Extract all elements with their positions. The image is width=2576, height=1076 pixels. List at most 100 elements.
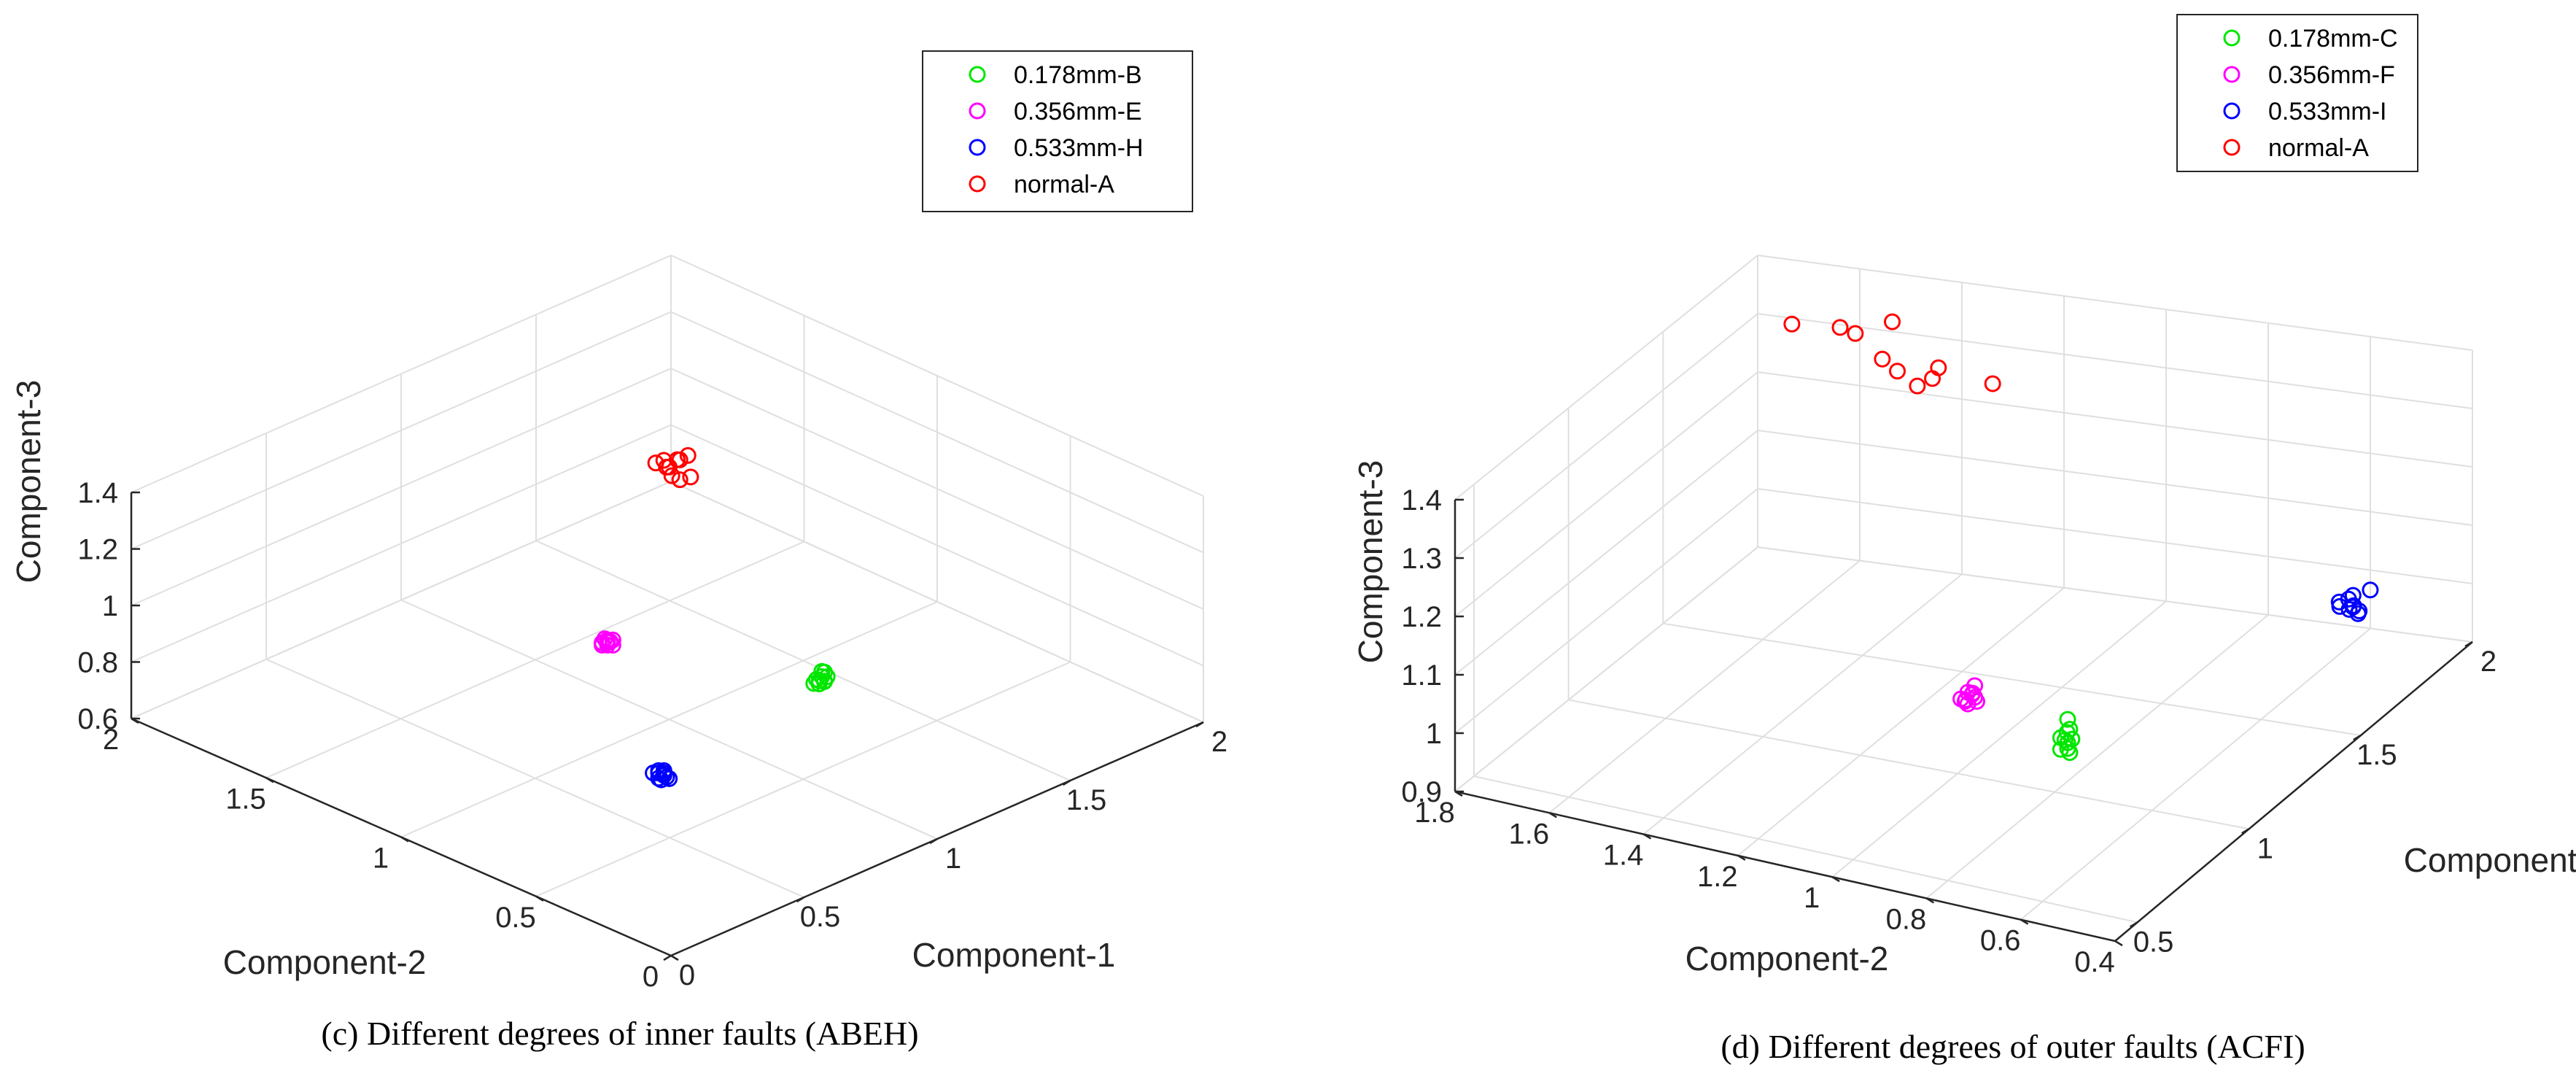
chart-panel-c: 00.511.5200.511.520.60.811.21.4Component… (9, 50, 1227, 1052)
wall-grid-line (1757, 546, 2473, 643)
data-point (1984, 375, 2001, 392)
axes (1454, 500, 2473, 943)
legend-marker (2223, 66, 2241, 83)
x-tick-mark (2241, 828, 2250, 835)
z-tick-label: 0.6 (77, 703, 118, 735)
data-point (650, 762, 667, 779)
wall-grid-line (670, 424, 1204, 667)
z-tick-label: 1.3 (1401, 543, 1442, 575)
tick-labels: 0.5 1 1.5 2 0.4 0.6 0.8 1 1.2 1.4 1.6 1.80.9 1 1.1 1.2… (1401, 484, 2497, 978)
x-tick-label: 1.5 (1066, 784, 1107, 816)
z-tick-label: 1.4 (1401, 484, 1442, 516)
data-point (1924, 370, 1941, 387)
data-point (1909, 377, 1926, 395)
y-tick-label: 1.6 (1508, 818, 1549, 850)
axes (130, 492, 1204, 957)
y-tick-label: 0 (643, 961, 659, 993)
data-point (2349, 605, 2367, 622)
z-tick-label: 0.9 (1401, 776, 1442, 808)
y-tick-label: 1 (373, 843, 389, 875)
legend-entry: 0.356mm-F (2268, 61, 2395, 89)
wall-grid-line (1454, 255, 1758, 500)
y-tick-mark (1737, 854, 1746, 861)
z-axis-label: Component-3 (1351, 460, 1389, 664)
wall-grid-line (131, 481, 672, 719)
floor-grid-line (1663, 622, 2362, 737)
wall-grid-line (670, 255, 1204, 497)
legend-marker (969, 102, 986, 120)
wall-grid-line (1757, 255, 2473, 351)
series-0.178mm-C (2052, 711, 2081, 762)
legend-box (922, 50, 1193, 212)
series-0.533mm-H (645, 762, 678, 789)
y-tick-mark (670, 954, 679, 961)
y-tick-label: 2 (103, 724, 119, 756)
y-axis-line (1454, 790, 2116, 943)
data-point (1831, 319, 1849, 336)
x-tick-mark (2464, 640, 2473, 648)
data-point (1884, 313, 1901, 330)
data-point (663, 467, 680, 484)
data-point (594, 636, 611, 654)
chart-panel-d: 0.5 1 1.5 2 0.4 0.6 0.8 1 1.2 1.4 1.6 1.80.9 1 1.1 1.2… (1351, 14, 2576, 1065)
floor-grid-line (2020, 627, 2371, 921)
data-point (671, 451, 688, 468)
y-tick-mark (1925, 897, 1935, 904)
legend-entry: normal-A (1014, 171, 1114, 198)
data-point (2362, 581, 2379, 599)
data-point (810, 676, 828, 693)
y-tick-label: 0.4 (2074, 946, 2115, 978)
floor-grid-line (400, 601, 938, 838)
data-point (2059, 711, 2076, 728)
y-tick-mark (1548, 812, 1557, 818)
data-point (655, 767, 672, 784)
x-tick-mark (663, 954, 672, 961)
wall-grid-line (1454, 546, 1758, 792)
legend-entry: 0.533mm-I (2268, 98, 2387, 125)
wall-grid-line (1757, 488, 2473, 584)
y-tick-mark (535, 895, 544, 902)
grid (131, 255, 1204, 956)
z-tick-label: 1.4 (77, 477, 118, 509)
floor-grid-line (1737, 587, 2065, 856)
wall-grid-line (1757, 430, 2473, 526)
floor-grid-line (1642, 573, 1963, 835)
data-point (1968, 693, 1985, 710)
series-0.356mm-E (594, 630, 621, 654)
floor-grid-line (1568, 699, 2249, 830)
y-tick-label: 0.5 (495, 902, 536, 934)
x-tick-mark (2129, 921, 2138, 928)
x-tick-mark (1062, 779, 1071, 786)
z-tick-label: 1.1 (1401, 659, 1442, 692)
x-tick-label: 1.5 (2356, 739, 2397, 771)
series-normal-A (1783, 313, 2001, 395)
y-tick-label: 1 (1804, 882, 1820, 914)
series-0.178mm-B (805, 662, 836, 693)
data-point (1874, 350, 1891, 368)
data-point (2061, 744, 2079, 762)
legend-marker (2223, 139, 2241, 156)
wall-grid-line (1454, 430, 1758, 676)
legend-marker (969, 175, 986, 193)
data-point (604, 631, 621, 649)
data-point (2331, 597, 2348, 615)
legend-marker (2223, 102, 2241, 120)
legend-box (2176, 14, 2418, 172)
floor-grid-line (1831, 600, 2167, 878)
wall-grid-line (131, 255, 672, 493)
y-tick-label: 1.5 (225, 783, 266, 815)
wall-grid-line (670, 368, 1204, 610)
wall-grid-line (1454, 313, 1758, 559)
wall-grid-line (131, 424, 672, 663)
y-tick-label: 1.8 (1414, 797, 1455, 829)
x-tick-label: 2 (2480, 646, 2497, 678)
y-tick-mark (1831, 876, 1840, 883)
data-point (682, 468, 699, 486)
wall-grid-line (131, 368, 672, 606)
series-normal-A (647, 446, 699, 489)
y-tick-label: 1.4 (1603, 840, 1644, 872)
data-point (2059, 734, 2076, 751)
z-tick-label: 1.2 (77, 534, 118, 566)
